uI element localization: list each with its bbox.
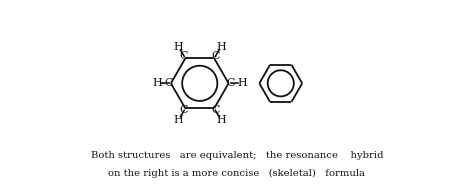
Text: H: H	[237, 78, 247, 88]
Text: H: H	[216, 42, 226, 52]
Text: on the right is a more concise   (skeletal)   formula: on the right is a more concise (skeletal…	[109, 169, 365, 178]
Text: H: H	[174, 115, 183, 125]
Text: Both structures   are equivalent;   the resonance    hybrid: Both structures are equivalent; the reso…	[91, 150, 383, 160]
Text: H: H	[174, 42, 183, 52]
Text: C: C	[180, 105, 188, 115]
Text: C: C	[164, 78, 173, 88]
Text: C: C	[227, 78, 235, 88]
Text: C: C	[211, 51, 219, 61]
Text: C: C	[211, 105, 219, 115]
Text: C: C	[180, 51, 188, 61]
Text: H: H	[153, 78, 163, 88]
Text: H: H	[216, 115, 226, 125]
